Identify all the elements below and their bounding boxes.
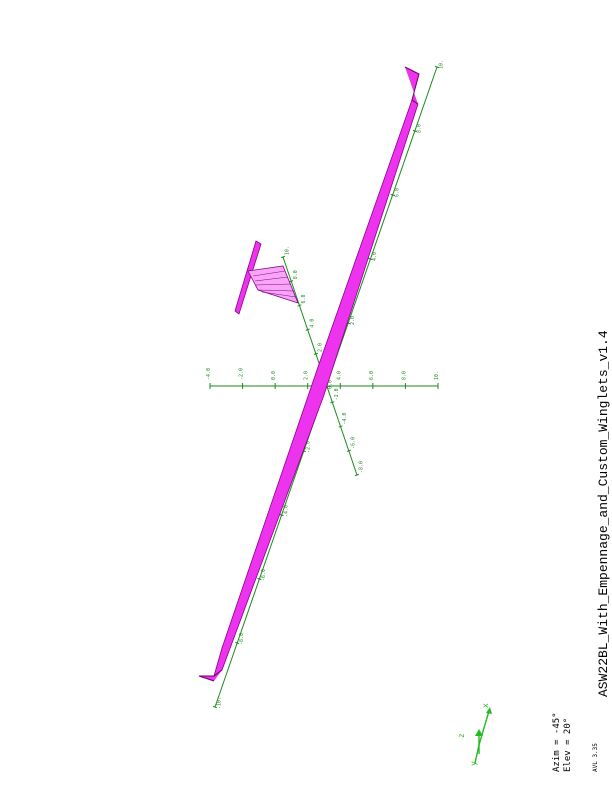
triad-y-label: y xyxy=(469,761,478,766)
x-axis-tick xyxy=(330,401,335,404)
x-axis-tick xyxy=(346,449,351,452)
x-axis-tick-label: -2.0 xyxy=(334,388,340,400)
x-axis-tick-label: 6.0 xyxy=(301,294,307,303)
y-axis-tick xyxy=(434,65,440,69)
x-axis-tick-label: 8.0 xyxy=(293,270,299,279)
z-axis-tick-label: 4.0 xyxy=(336,371,342,380)
z-axis-tick-label: 2.0 xyxy=(304,371,310,380)
horizontal-stabilizer xyxy=(234,240,262,315)
fin-panel-lines xyxy=(252,270,297,298)
y-axis-tick-label: 10. xyxy=(439,60,445,69)
x-axis-tick xyxy=(280,255,286,259)
plot-title: ASW22BL_With_Empennage_and_Custom_Wingle… xyxy=(596,330,611,697)
y-axis-tick xyxy=(368,257,373,261)
y-axis-tick-label: -10. xyxy=(217,697,223,709)
axes-triad: x z y xyxy=(457,703,492,766)
x-axis-tick-label: -6.0 xyxy=(350,437,356,449)
y-axis-tick-label: -8.0 xyxy=(239,633,245,645)
x-axis-tick xyxy=(338,425,343,428)
y-axis-tick xyxy=(279,513,284,517)
y-axis-tick-label: 0.0 xyxy=(328,380,334,389)
y-axis-tick-label: 6.0 xyxy=(394,188,400,197)
y-axis-tick-label: 2.0 xyxy=(350,316,356,325)
y-axis-tick-label: -4.0 xyxy=(283,505,289,517)
y-axis-tick xyxy=(390,193,395,197)
x-axis-tick xyxy=(305,328,310,331)
triad-z-label: z xyxy=(457,733,466,738)
y-axis-ticks: -10.-8.0-6.0-4.0-2.00.02.04.06.08.010. xyxy=(212,60,445,709)
z-axis-tick-label: 6.0 xyxy=(369,371,375,380)
main-wing xyxy=(213,99,419,678)
x-axis-tick-label: 2.0 xyxy=(318,343,324,352)
z-axis-tick-label: 10. xyxy=(434,371,440,380)
z-axis-tick-label: 8.0 xyxy=(401,371,407,380)
version-label: AVL 3.35 xyxy=(592,743,599,772)
x-axis-tick xyxy=(354,473,360,477)
x-axis-tick xyxy=(297,304,302,307)
z-axis-tick-label: -2.0 xyxy=(239,368,245,380)
x-axis-tick-label: 10. xyxy=(285,246,291,255)
triad-x-label: x xyxy=(481,703,490,708)
z-axis-tick-label: -4.0 xyxy=(206,368,212,380)
z-axis-ticks: -4.0 -2.0 0.0 2.0 4.0 6.0 8.0 10. xyxy=(206,368,440,389)
y-axis-tick-label: 4.0 xyxy=(372,252,378,261)
x-axis-tick-label: 4.0 xyxy=(309,319,315,328)
x-axis-tick-label: -8.0 xyxy=(359,461,365,473)
y-axis-tick-label: -2.0 xyxy=(305,441,311,453)
y-axis-tick xyxy=(212,705,218,709)
elevation-label: Elev = 20° xyxy=(563,717,573,772)
y-axis-tick-label: -6.0 xyxy=(261,569,267,581)
azimuth-label: Azim = -45° xyxy=(552,712,562,772)
x-axis-tick-label: -4.0 xyxy=(342,413,348,425)
left-winglet xyxy=(198,669,223,682)
x-axis-tick xyxy=(289,280,294,283)
y-axis-tick xyxy=(257,577,262,581)
y-axis-tick xyxy=(412,129,417,133)
y-axis-tick xyxy=(235,641,240,645)
z-axis-tick-label: 0.0 xyxy=(271,371,277,380)
x-axis-tick xyxy=(313,352,318,356)
y-axis-tick-label: 8.0 xyxy=(416,124,422,133)
right-winglet xyxy=(404,66,420,105)
